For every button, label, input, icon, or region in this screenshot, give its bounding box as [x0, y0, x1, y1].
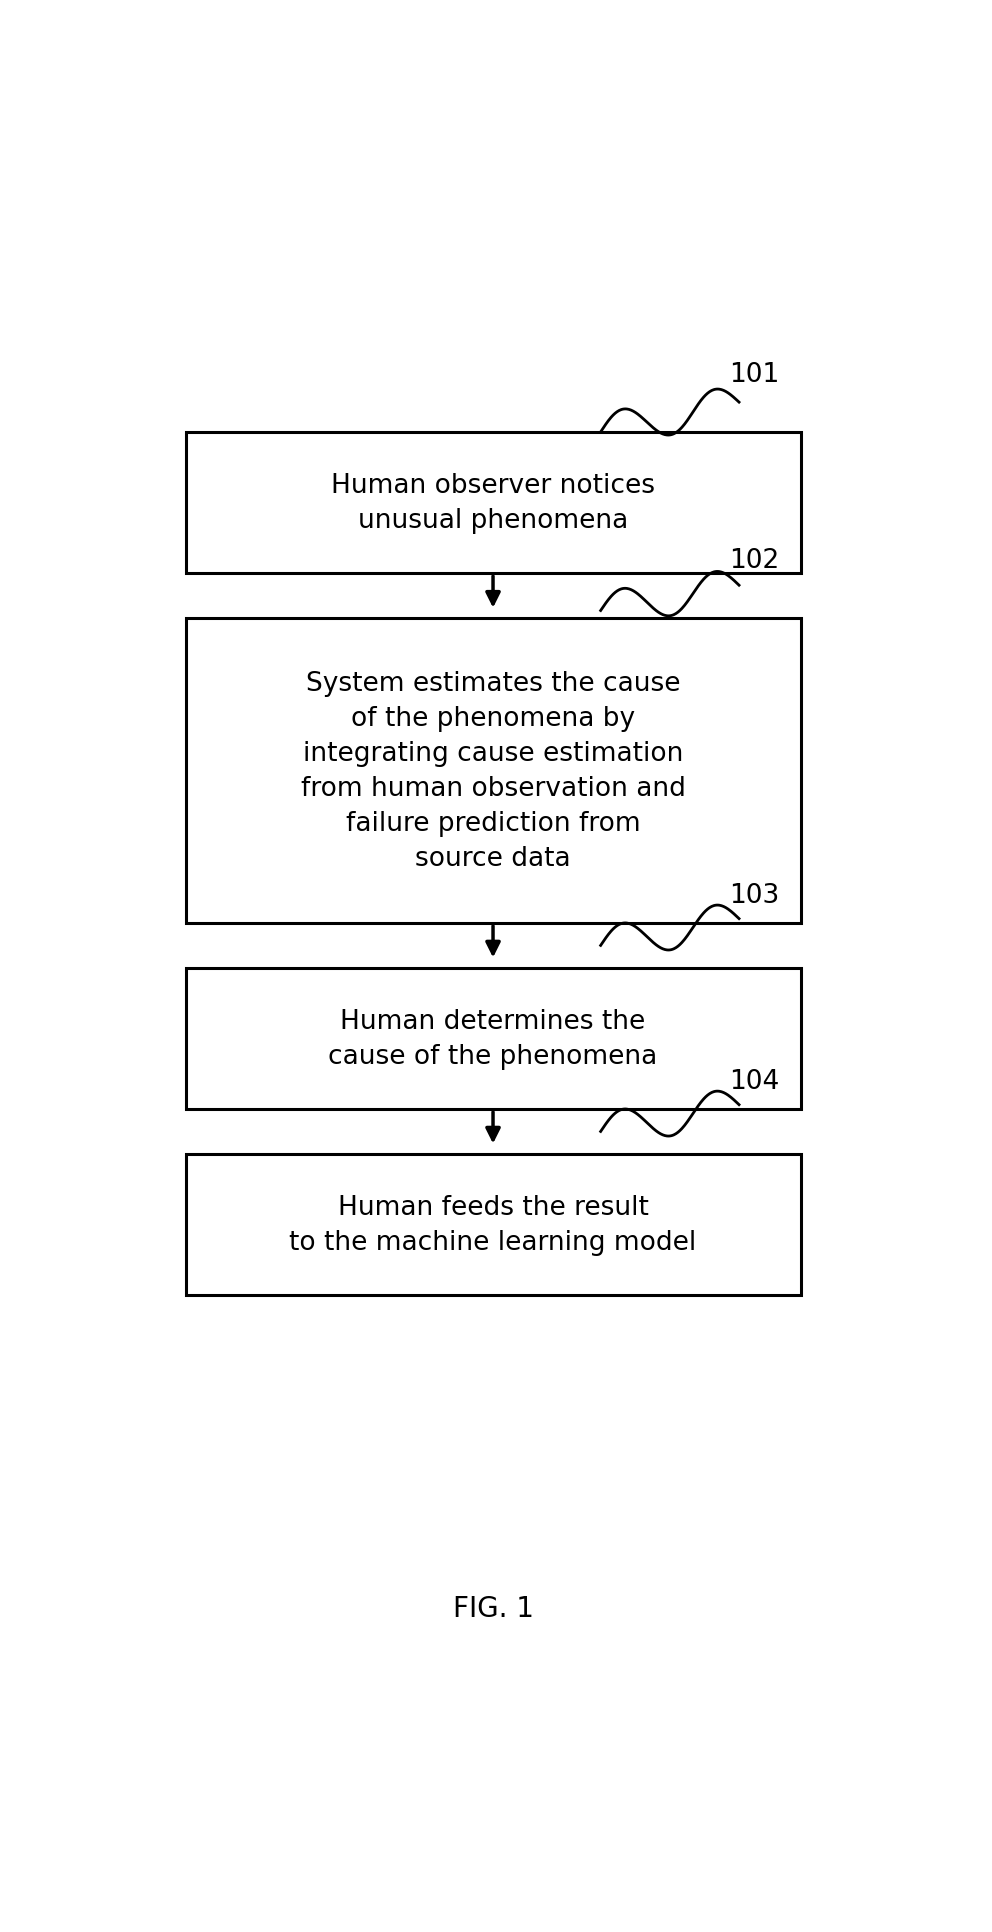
FancyBboxPatch shape — [186, 1153, 801, 1296]
Text: 101: 101 — [729, 361, 780, 388]
Text: System estimates the cause
of the phenomena by
integrating cause estimation
from: System estimates the cause of the phenom… — [301, 670, 685, 871]
FancyBboxPatch shape — [186, 433, 801, 574]
FancyBboxPatch shape — [186, 968, 801, 1109]
Text: Human determines the
cause of the phenomena: Human determines the cause of the phenom… — [328, 1009, 658, 1070]
Text: 104: 104 — [729, 1068, 780, 1095]
Text: Human feeds the result
to the machine learning model: Human feeds the result to the machine le… — [290, 1194, 696, 1256]
Text: 103: 103 — [729, 883, 780, 908]
Text: Human observer notices
unusual phenomena: Human observer notices unusual phenomena — [331, 473, 655, 533]
FancyBboxPatch shape — [186, 618, 801, 923]
Text: 102: 102 — [729, 549, 780, 574]
Text: FIG. 1: FIG. 1 — [452, 1594, 534, 1621]
